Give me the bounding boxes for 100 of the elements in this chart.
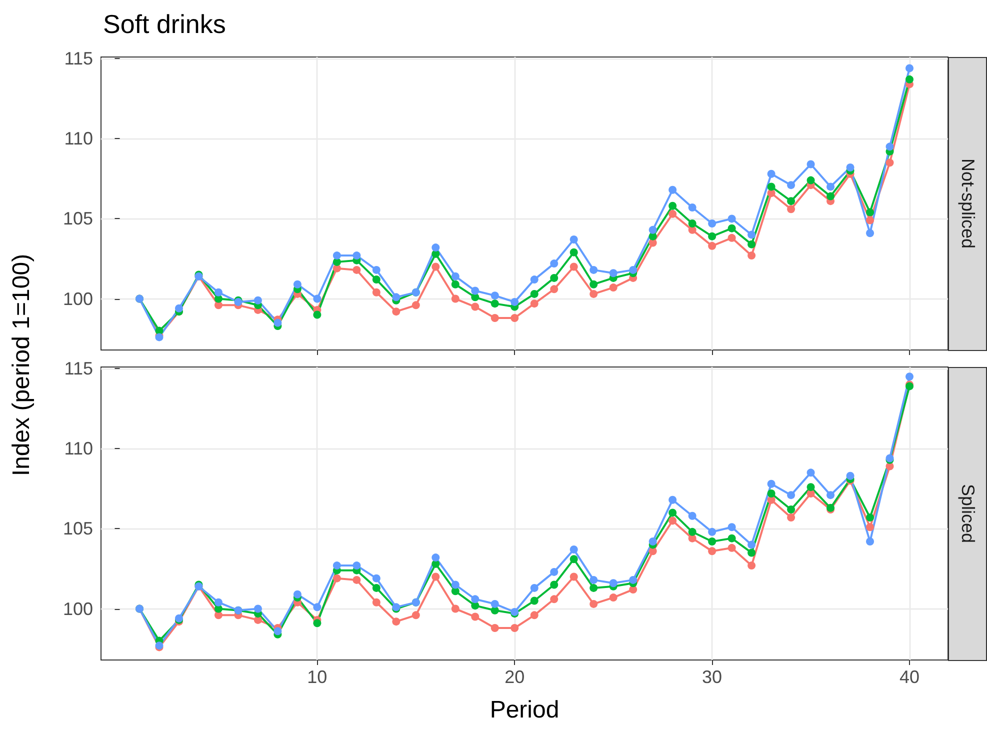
point — [490, 624, 499, 632]
point — [293, 280, 302, 288]
point — [570, 572, 578, 581]
point — [490, 314, 499, 322]
point — [432, 572, 440, 581]
point — [432, 262, 440, 271]
point — [451, 580, 460, 589]
point — [668, 496, 677, 504]
y-tick-label: 100 — [62, 288, 93, 309]
point — [866, 538, 874, 546]
y-tick-label: 115 — [64, 48, 93, 69]
point — [748, 252, 756, 260]
point — [471, 286, 480, 295]
x-tick-label: 40 — [899, 667, 920, 687]
point — [728, 224, 736, 232]
point — [728, 544, 736, 552]
point — [313, 603, 322, 612]
point — [708, 220, 716, 228]
point — [787, 181, 796, 190]
point — [372, 574, 380, 582]
point — [668, 508, 677, 517]
point — [728, 214, 736, 223]
point — [609, 594, 618, 602]
point — [490, 292, 499, 300]
point — [471, 612, 480, 621]
point — [274, 318, 282, 327]
point — [550, 568, 558, 576]
chart-title: Soft drinks — [103, 9, 226, 39]
point — [668, 202, 677, 210]
point — [866, 514, 874, 522]
point — [826, 182, 835, 191]
point — [372, 266, 380, 274]
point — [886, 142, 894, 151]
point — [590, 280, 598, 288]
y-tick-label: 110 — [64, 128, 93, 149]
point — [432, 244, 440, 252]
point — [352, 266, 361, 274]
point — [471, 302, 480, 311]
point — [352, 562, 361, 570]
point — [570, 546, 578, 554]
point — [806, 160, 815, 168]
point — [550, 580, 558, 589]
point — [570, 248, 578, 256]
point — [846, 163, 854, 172]
point — [728, 234, 736, 242]
point — [866, 523, 874, 532]
point — [590, 576, 598, 584]
point — [590, 600, 598, 608]
point — [352, 576, 361, 584]
point — [490, 600, 499, 608]
point — [254, 296, 262, 304]
point — [846, 472, 854, 480]
point — [372, 276, 380, 284]
point — [609, 579, 618, 588]
point — [372, 584, 380, 592]
point — [906, 75, 914, 84]
point — [392, 308, 400, 316]
point — [906, 64, 914, 72]
point — [332, 258, 341, 266]
point — [866, 208, 874, 216]
point — [866, 229, 874, 238]
text: Spliced — [958, 484, 978, 544]
point — [787, 506, 796, 514]
y-tick-label: 105 — [62, 518, 93, 539]
point — [214, 288, 222, 296]
point — [688, 220, 696, 228]
point — [332, 562, 341, 570]
x-tick-label: 20 — [504, 667, 525, 687]
point — [629, 586, 638, 594]
point — [748, 240, 756, 248]
point — [313, 294, 322, 303]
point — [748, 548, 756, 557]
point — [510, 314, 519, 322]
point — [550, 274, 558, 282]
y-tick-label: 115 — [64, 358, 93, 379]
point — [886, 158, 894, 167]
point — [451, 280, 460, 288]
point — [530, 276, 538, 284]
point — [550, 285, 558, 294]
point — [806, 176, 815, 184]
point — [787, 514, 796, 522]
point — [174, 304, 183, 312]
point — [767, 170, 776, 178]
point — [392, 293, 400, 302]
point — [728, 534, 736, 542]
point — [530, 584, 538, 592]
point — [806, 483, 815, 492]
point — [708, 528, 716, 536]
point — [570, 262, 578, 271]
point — [530, 596, 538, 605]
point — [372, 598, 380, 606]
point — [767, 489, 776, 498]
point — [748, 562, 756, 570]
x-tick-label: 30 — [702, 667, 722, 687]
point — [293, 590, 302, 598]
point — [668, 186, 677, 194]
point — [412, 301, 420, 310]
point — [787, 491, 796, 500]
point — [332, 264, 341, 272]
point — [708, 538, 716, 546]
